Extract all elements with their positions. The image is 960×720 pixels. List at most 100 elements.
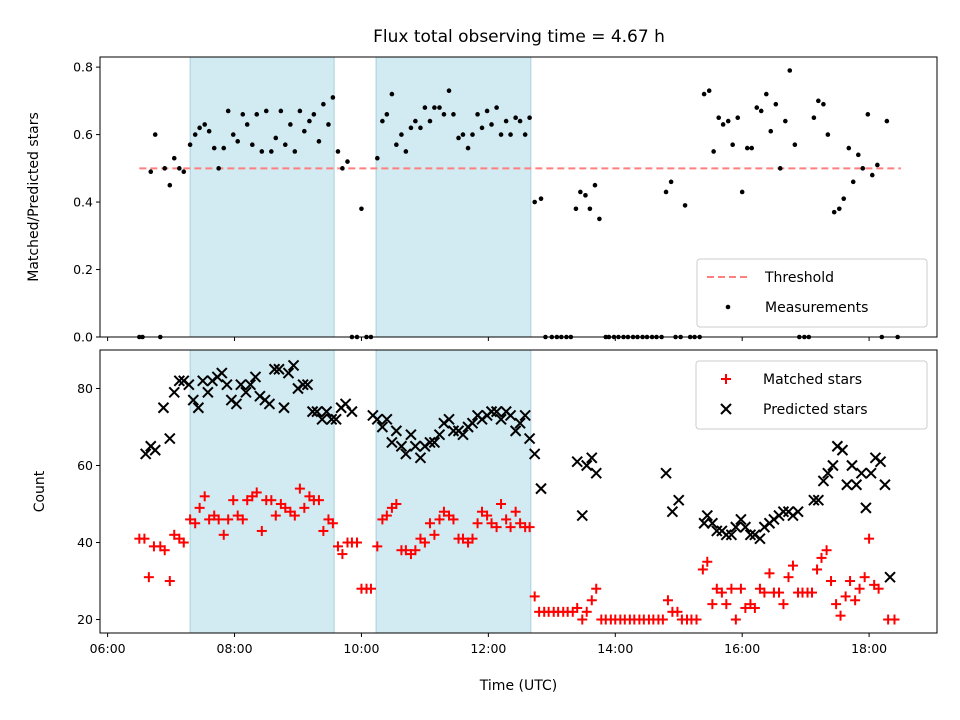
predicted-point [263, 398, 276, 410]
matched-point [438, 506, 449, 517]
matched-point [289, 510, 300, 521]
measurement-point [865, 112, 871, 117]
measurement-point [532, 199, 537, 205]
cross-b [381, 413, 393, 426]
measurement-point [711, 149, 716, 154]
measurement-point [884, 118, 890, 124]
matched-point [859, 572, 870, 583]
cross-b [855, 467, 868, 479]
matched-point [327, 518, 338, 529]
cross-b [754, 532, 766, 545]
measurement-point [418, 125, 423, 131]
measurement-point [269, 149, 274, 154]
predicted-point [311, 405, 323, 418]
cross-b [268, 363, 281, 375]
predicted-point [725, 529, 738, 541]
predicted-point [443, 413, 455, 426]
cross-b [320, 405, 333, 418]
matched-point [581, 606, 592, 617]
predicted-point [744, 529, 757, 541]
matched-point [477, 506, 488, 517]
measurement-point [456, 135, 461, 141]
predicted-point [865, 467, 877, 479]
matched-point [424, 518, 435, 529]
measurement-point [152, 132, 158, 137]
cross-b [183, 378, 195, 391]
cross-b [187, 394, 199, 406]
measurement-point [249, 142, 255, 148]
x-tick-label-4: 14:00 [597, 641, 633, 656]
matched-point [711, 583, 722, 594]
predicted-point [235, 378, 247, 391]
matched-point [434, 514, 445, 525]
measurement-point [475, 112, 480, 117]
predicted-point [720, 529, 733, 541]
top-y-axis-label: Matched/Predicted stars [26, 112, 42, 282]
matched-point [735, 583, 746, 594]
predicted-point [457, 429, 469, 441]
matched-point [372, 541, 383, 552]
cross-b [514, 417, 526, 429]
matched-point [831, 599, 842, 610]
predicted-point [371, 413, 384, 426]
legend-measurements-swatch [725, 304, 731, 310]
measurement-point [148, 169, 154, 174]
predicted-point [405, 429, 417, 441]
measurement-point [167, 182, 173, 188]
top-y-tick-label-2: 0.4 [73, 195, 93, 210]
matched-point [482, 510, 493, 521]
measurement-point [340, 166, 345, 171]
measurement-point [211, 145, 217, 151]
cross-b [519, 409, 531, 422]
bottom-plot-frame [99, 349, 938, 634]
cross-b [576, 509, 588, 522]
measurement-point [592, 182, 598, 188]
measurement-point [240, 112, 246, 117]
measurement-point [668, 179, 674, 185]
measurement-point [768, 128, 774, 134]
matched-point [223, 514, 234, 525]
measurement-point [187, 142, 193, 148]
matched-point [672, 606, 683, 617]
cross-b [581, 459, 593, 472]
cross-b [509, 425, 522, 437]
cross-b [846, 459, 858, 472]
predicted-point [173, 375, 186, 387]
predicted-point [836, 444, 849, 456]
matched-point [740, 602, 751, 613]
predicted-point [698, 517, 710, 529]
predicted-point [240, 386, 252, 399]
top-panel: 0.00.20.40.60.8 Matched/Predicted stars … [26, 56, 938, 345]
cross-b [278, 402, 290, 414]
measurement-point [282, 142, 288, 148]
predicted-point [414, 452, 427, 464]
bottom-y-tick-label-1: 40 [77, 535, 93, 550]
measurement-point [484, 108, 490, 114]
cross-b [197, 375, 209, 387]
cross-b [297, 378, 309, 391]
cross-b [230, 398, 243, 410]
matched-point [218, 529, 229, 540]
measurement-point [408, 125, 414, 131]
cross-b [139, 448, 152, 460]
x-tick-label-1: 08:00 [217, 641, 253, 656]
predicted-point [268, 363, 281, 375]
cross-b [414, 452, 427, 464]
measurement-point [422, 105, 428, 110]
predicted-point [149, 444, 161, 456]
matched-point [237, 514, 248, 525]
predicted-point [673, 494, 685, 506]
measurement-point [773, 101, 779, 107]
matched-point [812, 564, 823, 575]
matched-point [730, 614, 741, 625]
cross-b [523, 432, 536, 445]
matched-point [591, 583, 602, 594]
measurement-point [869, 172, 875, 178]
predicted-point [381, 413, 393, 426]
predicted-point [221, 378, 233, 391]
predicted-point [485, 405, 498, 418]
predicted-point [509, 425, 522, 437]
measurement-point [498, 132, 504, 137]
predicted-point [706, 517, 719, 529]
measurement-point [345, 159, 350, 164]
